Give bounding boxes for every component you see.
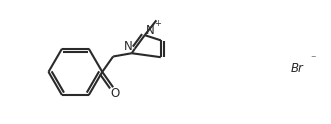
Text: N: N — [123, 40, 132, 53]
Text: +: + — [154, 19, 161, 28]
Text: O: O — [111, 87, 120, 100]
Text: ⁻: ⁻ — [310, 54, 316, 64]
Text: Br: Br — [291, 62, 304, 75]
Text: N: N — [146, 24, 155, 37]
